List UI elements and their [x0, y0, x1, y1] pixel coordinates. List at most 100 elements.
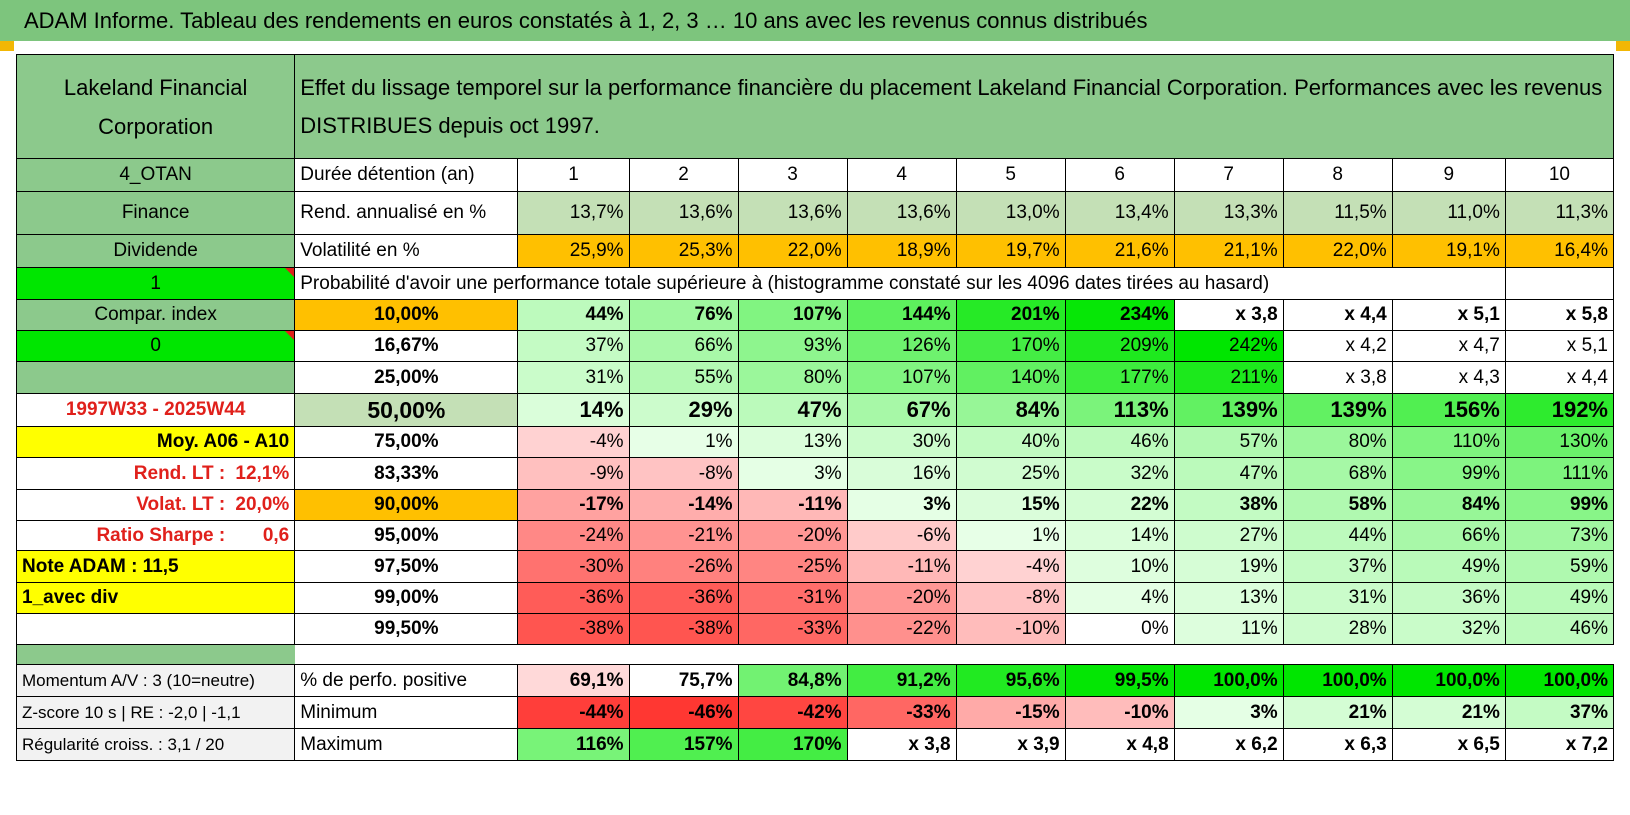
cell: -9%	[517, 457, 630, 490]
cell: -36%	[628, 582, 739, 614]
report-title: ADAM Informe. Tableau des rendements en …	[24, 7, 1148, 33]
cell: 31%	[517, 361, 630, 394]
cell: 11,0%	[1391, 191, 1506, 235]
percentile-row: 99,50% -38% -38% -33% -22% -10% 0% 11% 28% 32% 46%	[15, 613, 1615, 645]
cell: 16%	[846, 457, 957, 490]
cell: 11,5%	[1282, 191, 1393, 235]
cell: 66%	[628, 330, 739, 362]
cell: 25%	[955, 457, 1066, 490]
cell: -10%	[955, 613, 1066, 645]
empty-cell	[1392, 267, 1506, 300]
cell: 2	[628, 158, 739, 192]
corner-marker	[1616, 41, 1630, 51]
row-label: Minimum	[294, 696, 519, 729]
cell: 32%	[1391, 613, 1506, 645]
cell: x 4,3	[1391, 361, 1506, 394]
cell: 11%	[1173, 613, 1284, 645]
cell: -11%	[737, 489, 848, 521]
cell: 19%	[1173, 550, 1284, 583]
cell: 44%	[1282, 520, 1393, 551]
cell: 170%	[737, 728, 848, 761]
percentile-threshold: 16,67%	[294, 330, 519, 362]
cell: 44%	[517, 299, 630, 331]
cell: 107%	[846, 361, 957, 394]
percentile-row: Moy. A06 - A10 75,00% -4% 1% 13% 30% 40% 46% 57%…	[15, 426, 1615, 458]
cell: 95,6%	[955, 664, 1066, 697]
cell: 4%	[1064, 582, 1175, 614]
corner-marker	[0, 41, 14, 51]
percentile-row: Rend. LT : 12,1% 83,33% -9% -8% 3% 16% 25% 32% 47…	[15, 457, 1615, 490]
cell: 0%	[1064, 613, 1175, 645]
cell: 9	[1391, 158, 1506, 192]
cell: 4	[846, 158, 957, 192]
cell: 209%	[1064, 330, 1175, 362]
cell: 15%	[955, 489, 1066, 521]
cell: 21,6%	[1064, 234, 1175, 268]
cell: 14%	[517, 393, 630, 427]
probability-heading: Probabilité d'avoir une performance tota…	[294, 267, 1393, 300]
percentile-row: 0 16,67% 37% 66% 93% 126% 170% 209% 242% x 4,2 x 4…	[15, 330, 1615, 362]
cell: 25,9%	[517, 234, 630, 268]
row-left-label	[15, 361, 296, 394]
cell: 25,3%	[628, 234, 739, 268]
cell: 36%	[1391, 582, 1506, 614]
cell: -8%	[955, 582, 1066, 614]
cell: 211%	[1173, 361, 1284, 394]
row-left-label: Note ADAM : 11,5	[15, 550, 296, 583]
cell: -24%	[517, 520, 630, 551]
cell: 22%	[1064, 489, 1175, 521]
cell: 13,4%	[1064, 191, 1175, 235]
cell: 18,9%	[846, 234, 957, 268]
cell: -30%	[517, 550, 630, 583]
empty-cell	[15, 644, 295, 665]
percentile-threshold: 25,00%	[294, 361, 519, 394]
cell: -6%	[846, 520, 957, 551]
cell: 111%	[1504, 457, 1615, 490]
cell: 91,2%	[846, 664, 957, 697]
cell: 21,1%	[1173, 234, 1284, 268]
cell: 80%	[1282, 426, 1393, 458]
cell: -20%	[846, 582, 957, 614]
cell: 16,4%	[1504, 234, 1615, 268]
cell: 46%	[1504, 613, 1615, 645]
cell: 76%	[628, 299, 739, 331]
cell: 100,0%	[1391, 664, 1506, 697]
performance-table: Lakeland Financial Corporation Effet du …	[15, 54, 1615, 761]
table-row: Finance Rend. annualisé en % 13,7% 13,6%…	[15, 191, 1615, 235]
percentile-row: 1_avec div 99,00% -36% -36% -31% -20% -8% 4% 13%…	[15, 582, 1615, 614]
instrument-name: Lakeland Financial Corporation	[15, 54, 296, 159]
empty-cell	[294, 644, 1614, 665]
cell: 113%	[1064, 393, 1175, 427]
report-title-bar: ADAM Informe. Tableau des rendements en …	[0, 0, 1630, 41]
row-left-label: Rend. LT : 12,1%	[15, 457, 296, 490]
percentile-row: Ratio Sharpe : 0,6 95,00% -24% -21% -20% -6% 1%…	[15, 520, 1615, 551]
row-left-label: Compar. index	[15, 299, 296, 331]
cell: 170%	[955, 330, 1066, 362]
summary-metric: Z-score 10 s | RE : -2,0 | -1,1	[15, 696, 296, 729]
cell: 3	[737, 158, 848, 192]
cell: 13,6%	[737, 191, 848, 235]
cell: 19,7%	[955, 234, 1066, 268]
percentile-threshold: 99,00%	[294, 582, 519, 614]
cell: 30%	[846, 426, 957, 458]
cell: 67%	[846, 393, 957, 427]
cell: x 3,8	[1173, 299, 1284, 331]
cell: x 7,2	[1504, 728, 1615, 761]
cell: -38%	[628, 613, 739, 645]
cell: 110%	[1391, 426, 1506, 458]
metric-label: Volat. LT :	[136, 494, 226, 515]
cell: -20%	[737, 520, 848, 551]
cell: 13,0%	[955, 191, 1066, 235]
cell: 192%	[1504, 393, 1615, 427]
cell: -46%	[628, 696, 739, 729]
cell: x 3,8	[1282, 361, 1393, 394]
cell: 126%	[846, 330, 957, 362]
table-row: Dividende Volatilité en % 25,9% 25,3% 22…	[15, 234, 1615, 268]
cell: 13,6%	[628, 191, 739, 235]
cell: 46%	[1064, 426, 1175, 458]
cell: x 4,4	[1504, 361, 1615, 394]
cell: 84,8%	[737, 664, 848, 697]
cell: 3%	[1173, 696, 1284, 729]
percentile-row: 25,00% 31% 55% 80% 107% 140% 177% 211% x 3,8 x 4,…	[15, 361, 1615, 394]
cell: 116%	[517, 728, 630, 761]
